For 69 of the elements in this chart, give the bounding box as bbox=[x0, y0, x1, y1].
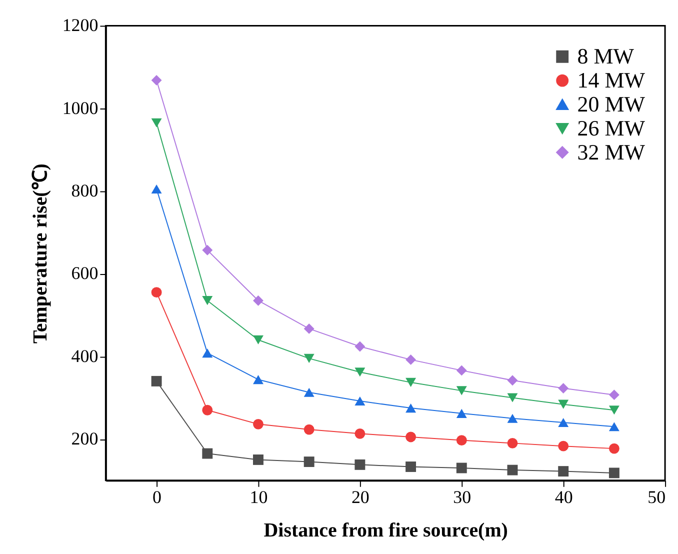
y-tick-label: 400 bbox=[71, 346, 98, 366]
point bbox=[406, 354, 416, 365]
point bbox=[202, 448, 213, 459]
point bbox=[151, 184, 162, 194]
point bbox=[202, 244, 213, 256]
y-tick-label: 600 bbox=[71, 263, 98, 284]
point bbox=[608, 443, 620, 454]
point bbox=[456, 435, 467, 446]
y-tick-label: 800 bbox=[71, 180, 98, 201]
point bbox=[354, 341, 366, 352]
legend-label: 14 MW bbox=[577, 68, 646, 93]
point bbox=[608, 468, 620, 478]
point bbox=[202, 296, 213, 306]
y-tick-label: 1000 bbox=[62, 98, 98, 118]
legend-label: 20 MW bbox=[577, 91, 646, 116]
x-tick-label: 10 bbox=[250, 486, 268, 507]
point bbox=[558, 440, 569, 452]
point bbox=[456, 462, 467, 474]
point bbox=[507, 438, 518, 448]
point bbox=[304, 388, 314, 397]
point bbox=[406, 462, 416, 472]
point bbox=[507, 464, 518, 476]
point bbox=[558, 400, 569, 409]
point bbox=[304, 424, 314, 435]
point bbox=[151, 376, 162, 386]
point bbox=[456, 365, 467, 376]
point bbox=[354, 396, 366, 406]
point bbox=[456, 386, 467, 396]
point bbox=[253, 375, 264, 384]
point bbox=[151, 287, 162, 298]
point bbox=[406, 432, 416, 442]
point bbox=[202, 404, 213, 416]
point bbox=[507, 393, 518, 402]
point bbox=[558, 466, 569, 477]
legend-label: 32 MW bbox=[577, 139, 646, 164]
x-tick-label: 20 bbox=[351, 486, 370, 507]
point bbox=[202, 348, 213, 358]
point bbox=[608, 422, 620, 432]
point bbox=[151, 75, 162, 86]
point bbox=[406, 378, 416, 387]
point bbox=[253, 335, 264, 344]
point bbox=[608, 390, 620, 400]
point bbox=[558, 382, 569, 394]
point bbox=[253, 295, 264, 306]
point bbox=[253, 454, 264, 465]
x-tick-label: 0 bbox=[152, 486, 162, 507]
x-tick-label: 30 bbox=[453, 486, 472, 507]
point bbox=[354, 459, 366, 470]
point bbox=[253, 418, 264, 430]
y-tick-label: 200 bbox=[71, 428, 98, 449]
point bbox=[456, 408, 467, 418]
point bbox=[608, 406, 620, 415]
x-axis-title: Distance from fire source(m) bbox=[264, 520, 508, 542]
point bbox=[304, 456, 314, 468]
point bbox=[558, 418, 569, 428]
point bbox=[354, 368, 366, 377]
legend-label: 26 MW bbox=[577, 115, 646, 140]
x-tick-label: 40 bbox=[554, 486, 573, 507]
point bbox=[304, 323, 314, 334]
point bbox=[151, 118, 162, 128]
x-tick-label: 50 bbox=[648, 486, 666, 507]
y-axis-title: Temperature rise(℃) bbox=[29, 164, 52, 344]
point bbox=[304, 354, 314, 363]
point bbox=[507, 375, 518, 386]
y-tick-label: 1200 bbox=[62, 15, 98, 36]
point bbox=[406, 404, 416, 413]
point bbox=[354, 428, 366, 439]
legend-label: 8 MW bbox=[577, 44, 634, 69]
point bbox=[507, 414, 518, 423]
